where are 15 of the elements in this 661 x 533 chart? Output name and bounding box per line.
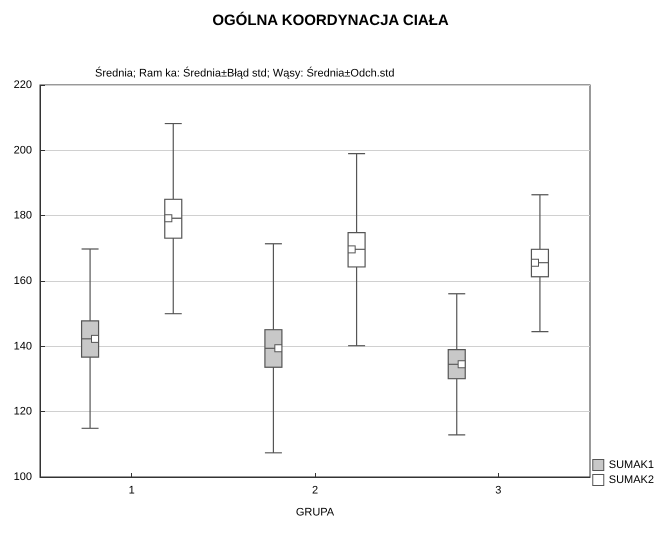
x-tick-label: 2 [312,484,318,496]
chart-subtitle: Średnia; Ram ka: Średnia±Błąd std; Wąsy: Średnia±Odch.std [95,66,394,80]
y-tick-label: 100 [14,471,32,483]
chart-title: OGÓLNA KOORDYNACJA CIAŁA [212,11,449,29]
y-tick-label: 200 [14,144,32,156]
legend-label: SUMAK1 [608,459,654,471]
x-axis-title: GRUPA [296,506,335,518]
y-tick-label: 220 [14,79,32,91]
legend-label: SUMAK2 [608,474,654,486]
x-tick-label: 3 [495,484,502,496]
y-tick-label: 120 [14,406,32,418]
y-tick-label: 140 [14,340,32,352]
y-tick-label: 180 [14,210,32,222]
y-tick-label: 160 [14,275,32,287]
x-tick-label: 1 [128,484,135,496]
